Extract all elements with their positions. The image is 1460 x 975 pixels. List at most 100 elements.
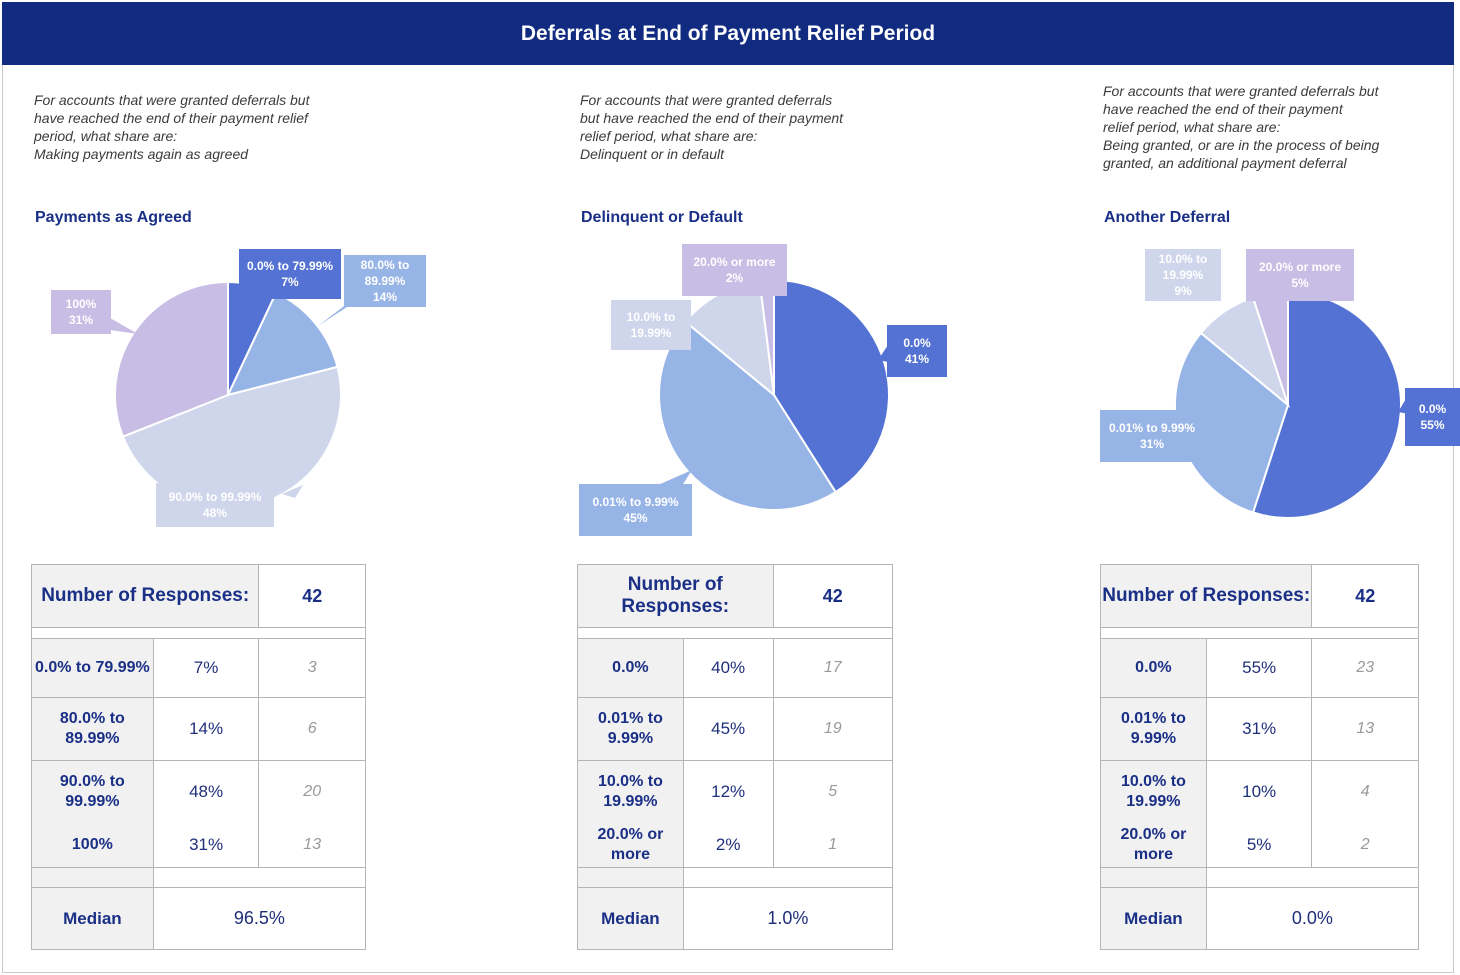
- median-value: 1.0%: [682, 887, 894, 950]
- table-row: 10.0% to 19.99% 12% 5: [577, 760, 894, 824]
- pie-chart-delinquent-or-default: [658, 278, 890, 511]
- panel-2-table: Number of Responses: 42 0.0% 40% 17 0.01…: [577, 564, 894, 950]
- panel-1-chart-title: Payments as Agreed: [35, 209, 192, 226]
- callout-category: 0.0%: [903, 336, 931, 350]
- callout-category: 0.01% to 9.99%: [592, 495, 679, 509]
- table-row: 80.0% to 89.99% 14% 6: [31, 697, 366, 761]
- callout-label: 0.01% to 9.99% 45%: [579, 484, 692, 536]
- panel-2-chart-title: Delinquent or Default: [581, 209, 743, 226]
- row-category: 10.0% to 19.99%: [577, 760, 684, 824]
- callout-percent: 31%: [1139, 437, 1165, 451]
- responses-value: 42: [258, 564, 366, 628]
- callout-category: 10.0% to 19.99%: [626, 310, 676, 340]
- row-percent: 31%: [152, 823, 260, 868]
- row-category: 20.0% or more: [577, 823, 684, 868]
- responses-label-text: Number of Responses:: [621, 574, 730, 617]
- row-category-text: 0.01% to 9.99%: [1120, 710, 1186, 747]
- responses-value: 42: [772, 564, 894, 628]
- responses-label: Number of Responses:: [1099, 564, 1313, 628]
- callout-category: 0.01% to 9.99%: [1108, 421, 1196, 435]
- callout-label: 10.0% to 19.99%: [611, 300, 691, 350]
- median-label: Median: [1100, 887, 1207, 950]
- row-category-text: 10.0% to 19.99%: [1120, 773, 1186, 811]
- row-category: 0.01% to 9.99%: [1100, 697, 1207, 761]
- row-category-text: 10.0% to 19.99%: [597, 773, 663, 811]
- row-category-text: 80.0% to 89.99%: [59, 710, 125, 747]
- row-percent: 12%: [682, 760, 774, 824]
- page-title: Deferrals at End of Payment Relief Perio…: [2, 2, 1454, 65]
- responses-value: 42: [1311, 564, 1419, 628]
- table-row: 0.01% to 9.99% 31% 13: [1100, 697, 1419, 761]
- row-category: 20.0% or more: [1100, 823, 1207, 868]
- callout-label: 20.0% or more 2%: [682, 244, 787, 296]
- callout-percent: 31%: [68, 313, 94, 327]
- median-value: 0.0%: [1205, 887, 1420, 950]
- row-percent: 10%: [1205, 760, 1313, 824]
- callout-percent: 48%: [202, 506, 228, 520]
- callout-percent: 55%: [1420, 418, 1445, 432]
- callout-category: 20.0% or more: [1258, 260, 1342, 274]
- row-count: 23: [1311, 638, 1419, 698]
- panel-3-table: Number of Responses: 42 0.0% 55% 23 0.01…: [1099, 564, 1420, 950]
- responses-label: Number of Responses:: [30, 564, 260, 628]
- row-category: 0.0%: [577, 638, 684, 698]
- row-percent: 45%: [682, 697, 774, 761]
- callout-percent: 7%: [281, 275, 299, 289]
- row-category-text: 0.01% to 9.99%: [597, 710, 663, 747]
- callout-percent: 45%: [623, 511, 648, 525]
- table-row: 0.0% 55% 23: [1100, 638, 1419, 698]
- callout-category: 100%: [65, 297, 97, 311]
- pie-slice: [1251, 290, 1402, 519]
- panel-2-description: For accounts that were granted deferrals…: [580, 92, 844, 162]
- panel-1-table: Number of Responses: 42 0.0% to 79.99% 7…: [30, 564, 367, 950]
- callout-label: 100% 31%: [51, 290, 111, 334]
- callout-category: 0.0%: [1418, 402, 1447, 416]
- row-count: 6: [258, 697, 366, 761]
- table-row: 0.01% to 9.99% 45% 19: [577, 697, 894, 761]
- callout-percent: 14%: [372, 290, 398, 304]
- row-category: 80.0% to 89.99%: [31, 697, 154, 761]
- row-count: 20: [258, 760, 366, 824]
- callout-percent: 2%: [725, 271, 744, 285]
- callout-label: 0.0% 41%: [887, 325, 947, 377]
- table-row: 0.0% to 79.99% 7% 3: [31, 638, 366, 698]
- panel-3-chart-title: Another Deferral: [1104, 209, 1231, 226]
- callout-percent: 9%: [1174, 284, 1192, 298]
- row-category: 0.0%: [1100, 638, 1207, 698]
- row-category: 10.0% to 19.99%: [1100, 760, 1207, 824]
- row-category: 0.0% to 79.99%: [31, 638, 154, 698]
- table-row: 0.0% 40% 17: [577, 638, 894, 698]
- callout-label: 80.0% to 89.99% 14%: [344, 255, 426, 307]
- pie-slice: [658, 320, 838, 511]
- row-category-text: 90.0% to 99.99%: [59, 773, 125, 811]
- callout-percent: 5%: [1291, 276, 1309, 290]
- row-count: 13: [1311, 697, 1419, 761]
- row-count: 13: [258, 823, 366, 868]
- row-category-text: 20.0% or more: [597, 826, 664, 864]
- row-count: 3: [258, 638, 366, 698]
- row-count: 4: [1311, 760, 1419, 824]
- callout-label: 0.0% 55%: [1405, 388, 1460, 446]
- median-label: Median: [577, 887, 684, 950]
- callout-category: 0.0% to 79.99%: [246, 259, 334, 273]
- table-row: 90.0% to 99.99% 48% 20: [31, 760, 366, 824]
- panel-1-description: For accounts that were granted deferrals…: [34, 92, 310, 162]
- callout-label: 10.0% to 19.99% 9%: [1145, 249, 1221, 301]
- callout-label: 20.0% or more 5%: [1246, 249, 1354, 301]
- row-count: 2: [1311, 823, 1419, 868]
- row-percent: 55%: [1205, 638, 1313, 698]
- median-label: Median: [31, 887, 154, 950]
- row-percent: 31%: [1205, 697, 1313, 761]
- callout-category: 20.0% or more: [693, 255, 776, 269]
- row-category: 100%: [31, 823, 154, 868]
- pie-chart-another-deferral: [1174, 290, 1402, 519]
- table-row: 20.0% or more 2% 1: [577, 823, 894, 868]
- median-value: 96.5%: [152, 887, 367, 950]
- responses-label: Number of Responses:: [577, 564, 774, 628]
- row-count: 19: [772, 697, 894, 761]
- row-percent: 14%: [152, 697, 260, 761]
- callout-category: 10.0% to 19.99%: [1158, 252, 1208, 282]
- row-category-text: 20.0% or more: [1120, 826, 1187, 864]
- row-category: 0.01% to 9.99%: [577, 697, 684, 761]
- row-percent: 7%: [152, 638, 260, 698]
